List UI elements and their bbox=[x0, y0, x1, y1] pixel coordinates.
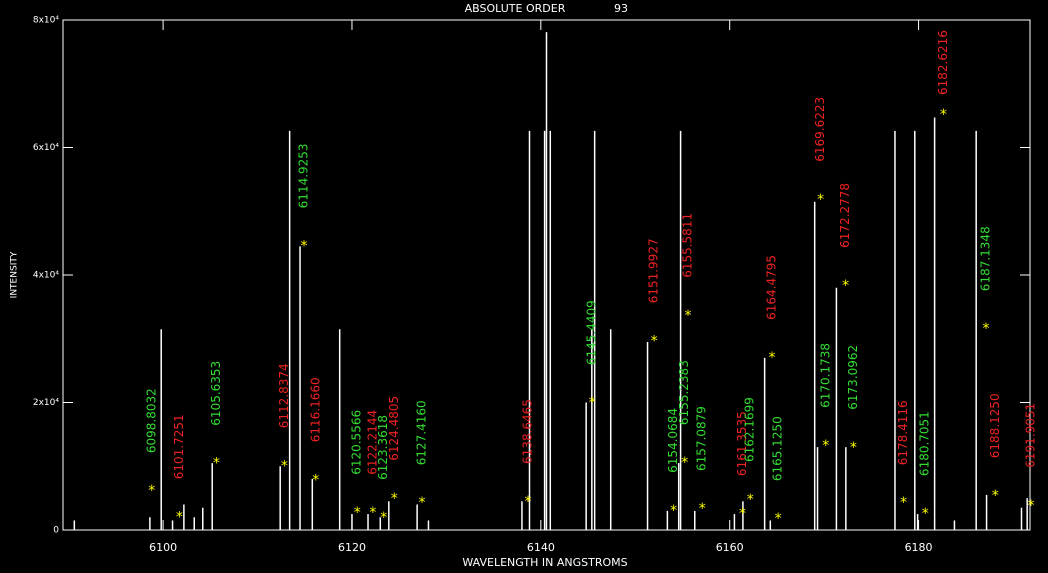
line-label: 6170.1738 bbox=[818, 343, 832, 408]
line-marker: * bbox=[739, 506, 746, 522]
line-marker: * bbox=[369, 505, 376, 521]
line-marker: * bbox=[842, 278, 849, 294]
line-marker: * bbox=[699, 501, 706, 517]
line-marker: * bbox=[775, 511, 782, 527]
line-label: 6122.2144 bbox=[365, 410, 379, 475]
line-marker: * bbox=[148, 483, 155, 499]
line-label: 6165.1250 bbox=[771, 416, 785, 481]
line-marker: * bbox=[1027, 498, 1034, 514]
x-tick-label: 6180 bbox=[905, 541, 933, 554]
x-tick-label: 6140 bbox=[527, 541, 555, 554]
line-label: 6145.4409 bbox=[585, 300, 599, 365]
line-marker: * bbox=[281, 458, 288, 474]
line-marker: * bbox=[651, 333, 658, 349]
line-label: 6191.9051 bbox=[1023, 403, 1037, 468]
line-label: 6138.6465 bbox=[521, 399, 535, 464]
line-label: 6180.7051 bbox=[918, 411, 932, 476]
line-label: 6105.6353 bbox=[209, 361, 223, 426]
line-marker: * bbox=[312, 472, 319, 488]
y-tick-label: 6x10⁴ bbox=[33, 143, 60, 153]
line-label: 6178.4116 bbox=[896, 400, 910, 465]
line-label: 6127.4160 bbox=[414, 400, 428, 465]
line-marker: * bbox=[822, 438, 829, 454]
line-label: 6172.2778 bbox=[838, 183, 852, 248]
line-label: 6120.5566 bbox=[350, 410, 364, 475]
line-label: 6098.8032 bbox=[144, 388, 158, 453]
line-marker: * bbox=[850, 440, 857, 456]
y-tick-label: 0 bbox=[53, 526, 59, 536]
x-tick-label: 6120 bbox=[338, 541, 366, 554]
line-label: 6157.0879 bbox=[695, 406, 709, 471]
line-label: 6162.1699 bbox=[743, 397, 757, 462]
line-marker: * bbox=[354, 505, 361, 521]
line-label: 6101.7251 bbox=[172, 414, 186, 479]
line-label: 6116.1660 bbox=[308, 377, 322, 442]
line-marker: * bbox=[769, 350, 776, 366]
line-marker: * bbox=[900, 495, 907, 511]
line-label: 6161.3535 bbox=[735, 411, 749, 476]
line-label: 6164.4795 bbox=[765, 255, 779, 320]
line-label: 6182.6216 bbox=[936, 30, 950, 95]
line-label: 6112.8374 bbox=[277, 363, 291, 428]
chart-title: ABSOLUTE ORDER bbox=[465, 2, 566, 15]
line-marker: * bbox=[817, 192, 824, 208]
line-marker: * bbox=[391, 491, 398, 507]
line-marker: * bbox=[213, 456, 220, 472]
line-label: 6155.2383 bbox=[677, 360, 691, 425]
line-label: 6169.6223 bbox=[813, 97, 827, 162]
y-axis-label: INTENSITY bbox=[10, 251, 20, 298]
y-tick-label: 2x10⁴ bbox=[33, 398, 60, 408]
x-tick-label: 6160 bbox=[716, 541, 744, 554]
line-marker: * bbox=[301, 238, 308, 254]
line-label: 6114.9253 bbox=[297, 143, 311, 208]
line-marker: * bbox=[982, 321, 989, 337]
line-label: 6151.9927 bbox=[647, 238, 661, 303]
line-label: 6123.3618 bbox=[376, 415, 390, 480]
line-marker: * bbox=[940, 107, 947, 123]
line-label: 6155.5811 bbox=[680, 213, 694, 278]
line-label: 6188.1250 bbox=[988, 393, 1002, 458]
order-number: 93 bbox=[614, 2, 628, 15]
line-marker: * bbox=[380, 510, 387, 526]
x-axis-label: WAVELENGTH IN ANGSTROMS bbox=[462, 556, 627, 569]
line-marker: * bbox=[922, 506, 929, 522]
y-tick-label: 8x10⁴ bbox=[33, 16, 60, 26]
x-tick-label: 6100 bbox=[149, 541, 177, 554]
line-label: 6124.4805 bbox=[387, 396, 401, 461]
line-label: 6154.0684 bbox=[666, 408, 680, 473]
line-label: 6173.0962 bbox=[846, 345, 860, 410]
line-marker: * bbox=[525, 494, 532, 510]
line-marker: * bbox=[670, 503, 677, 519]
line-marker: * bbox=[681, 455, 688, 471]
line-marker: * bbox=[684, 308, 691, 324]
line-marker: * bbox=[176, 509, 183, 525]
line-marker: * bbox=[589, 395, 596, 411]
line-marker: * bbox=[992, 488, 999, 504]
y-tick-label: 4x10⁴ bbox=[33, 271, 60, 281]
line-marker: * bbox=[747, 492, 754, 508]
line-marker: * bbox=[418, 495, 425, 511]
line-label: 6187.1348 bbox=[978, 226, 992, 291]
